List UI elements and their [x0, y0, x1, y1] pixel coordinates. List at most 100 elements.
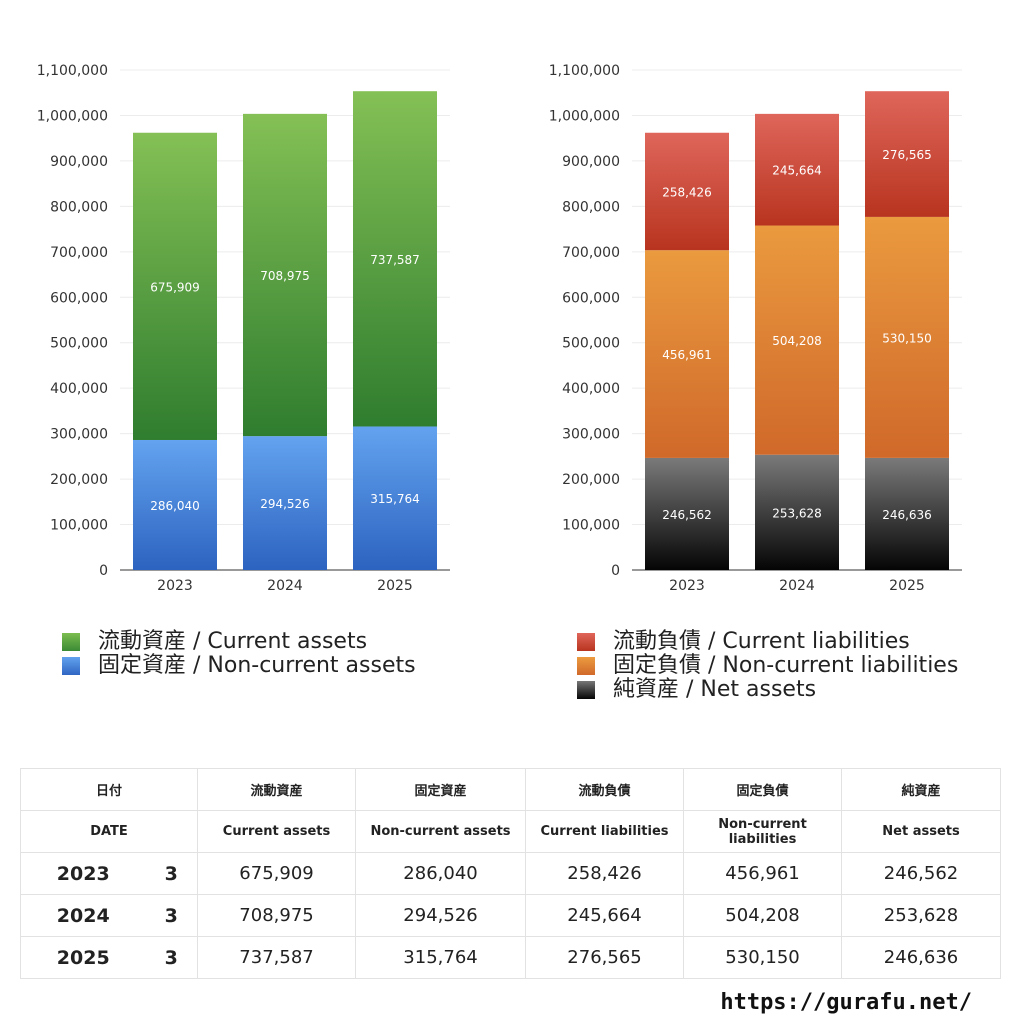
- bar-current-liabilities-2024: [755, 113, 839, 226]
- liabilities-chart-svg: 0 100,000 200,000 300,000 400,000 500,000 600,…: [549, 63, 962, 594]
- cell-current-liabilities: 245,664: [525, 894, 685, 937]
- y-tick-label: 100,000: [50, 518, 108, 534]
- y-tick-label: 400,000: [50, 381, 108, 397]
- bar-non-current-assets-2023: [133, 439, 217, 570]
- cell-non-current-assets: 294,526: [355, 894, 527, 937]
- data-label: 246,636: [882, 508, 932, 522]
- y-tick-label: 400,000: [562, 381, 620, 397]
- data-label: 737,587: [370, 253, 420, 267]
- table-header-row-en: DATE Current assets Non-current assets C…: [19, 810, 1002, 853]
- table-header-row-jp: 日付 流動資産 固定資産 流動負債 固定負債 純資産: [19, 768, 1002, 811]
- data-label: 315,764: [370, 492, 420, 506]
- assets-chart-svg: 0 100,000 200,000 300,000 400,000 500,000 600,…: [37, 63, 450, 594]
- table-row: 2023 3 675,909 286,040 258,426 456,961 2…: [20, 852, 1002, 895]
- bar-net-assets-2025: [865, 457, 949, 570]
- cell-non-current-assets: 286,040: [355, 852, 527, 895]
- data-label: 708,975: [260, 269, 310, 283]
- header-current-liabilities-en: Current liabilities: [525, 810, 685, 853]
- legend-swatch-non-current-liabilities: [577, 657, 595, 675]
- bar-non-current-liabilities-2025: [865, 216, 949, 458]
- legend-label-current-liabilities: 流動負債 / Current liabilities: [613, 629, 910, 654]
- site-url[interactable]: https://gurafu.net/: [720, 990, 972, 1015]
- cell-non-current-assets: 315,764: [355, 936, 527, 979]
- header-date-jp: 日付: [19, 768, 199, 811]
- bar-non-current-assets-2024: [243, 436, 327, 570]
- legend-swatch-current-liabilities: [577, 633, 595, 651]
- header-net-assets-jp: 純資産: [841, 768, 1002, 811]
- row-month: 3: [145, 936, 199, 979]
- x-tick-label: 2024: [267, 578, 303, 594]
- header-non-current-liabilities-en: Non-current liabilities: [683, 810, 843, 853]
- cell-non-current-liabilities: 456,961: [683, 852, 843, 895]
- bar-non-current-assets-2025: [353, 426, 437, 570]
- data-table: 日付 流動資産 固定資産 流動負債 固定負債 純資産 DATE Current …: [19, 768, 1002, 979]
- table-row: 2025 3 737,587 315,764 276,565 530,150 2…: [20, 936, 1002, 979]
- y-tick-label: 700,000: [562, 245, 620, 261]
- y-tick-label: 1,000,000: [37, 108, 108, 124]
- legend-item-non-current-assets: 固定資産 / Non-current assets: [62, 654, 416, 678]
- y-tick-label: 0: [99, 563, 108, 579]
- bar-non-current-liabilities-2023: [645, 250, 729, 458]
- header-non-current-assets-en: Non-current assets: [355, 810, 527, 853]
- cell-current-assets: 708,975: [197, 894, 357, 937]
- row-year: 2023: [20, 852, 146, 895]
- y-tick-label: 600,000: [50, 290, 108, 306]
- data-label: 294,526: [260, 497, 310, 511]
- legend-swatch-net-assets: [577, 681, 595, 699]
- data-label: 276,565: [882, 148, 932, 162]
- y-tick-label: 200,000: [50, 472, 108, 488]
- legend-item-current-assets: 流動資産 / Current assets: [62, 630, 416, 654]
- row-month: 3: [145, 852, 199, 895]
- y-tick-label: 0: [611, 563, 620, 579]
- header-current-assets-en: Current assets: [197, 810, 357, 853]
- bar-current-assets-2025: [353, 91, 437, 427]
- y-tick-label: 100,000: [562, 518, 620, 534]
- data-label: 456,961: [662, 348, 712, 362]
- x-tick-label: 2023: [669, 578, 705, 594]
- legend-label-non-current-liabilities: 固定負債 / Non-current liabilities: [613, 653, 959, 678]
- bar-net-assets-2023: [645, 457, 729, 570]
- y-tick-label: 800,000: [562, 199, 620, 215]
- data-label: 258,426: [662, 185, 712, 199]
- data-label: 530,150: [882, 331, 932, 345]
- bar-current-assets-2024: [243, 113, 327, 437]
- cell-net-assets: 253,628: [841, 894, 1002, 937]
- bar-non-current-liabilities-2024: [755, 225, 839, 455]
- y-tick-label: 700,000: [50, 245, 108, 261]
- legend-label-non-current-assets: 固定資産 / Non-current assets: [98, 653, 416, 678]
- header-date-en: DATE: [19, 810, 199, 853]
- y-tick-label: 300,000: [50, 427, 108, 443]
- header-non-current-liabilities-jp: 固定負債: [683, 768, 843, 811]
- row-year: 2024: [20, 894, 146, 937]
- y-tick-label: 500,000: [50, 336, 108, 352]
- data-label: 253,628: [772, 506, 822, 520]
- assets-chart: 0 100,000 200,000 300,000 400,000 500,000 600,…: [0, 50, 480, 610]
- data-label: 675,909: [150, 280, 200, 294]
- header-non-current-assets-jp: 固定資産: [355, 768, 527, 811]
- y-tick-label: 1,000,000: [549, 108, 620, 124]
- x-tick-label: 2023: [157, 578, 193, 594]
- cell-current-assets: 737,587: [197, 936, 357, 979]
- y-tick-label: 1,100,000: [37, 63, 108, 79]
- legend-swatch-current-assets: [62, 633, 80, 651]
- cell-non-current-liabilities: 504,208: [683, 894, 843, 937]
- bar-current-liabilities-2025: [865, 91, 949, 217]
- data-label: 504,208: [772, 334, 822, 348]
- y-tick-label: 600,000: [562, 290, 620, 306]
- x-tick-label: 2025: [889, 578, 925, 594]
- y-tick-label: 200,000: [562, 472, 620, 488]
- liabilities-legend: 流動負債 / Current liabilities 固定負債 / Non-cu…: [577, 630, 958, 702]
- row-month: 3: [145, 894, 199, 937]
- liabilities-chart: 0 100,000 200,000 300,000 400,000 500,000 600,…: [512, 50, 992, 610]
- y-tick-label: 900,000: [562, 154, 620, 170]
- y-tick-label: 1,100,000: [549, 63, 620, 79]
- legend-swatch-non-current-assets: [62, 657, 80, 675]
- legend-item-current-liabilities: 流動負債 / Current liabilities: [577, 630, 958, 654]
- data-label: 246,562: [662, 508, 712, 522]
- y-tick-label: 500,000: [562, 336, 620, 352]
- header-current-assets-jp: 流動資産: [197, 768, 357, 811]
- bar-current-liabilities-2023: [645, 132, 729, 251]
- bar-net-assets-2024: [755, 454, 839, 570]
- bar-current-assets-2023: [133, 132, 217, 440]
- row-year: 2025: [20, 936, 146, 979]
